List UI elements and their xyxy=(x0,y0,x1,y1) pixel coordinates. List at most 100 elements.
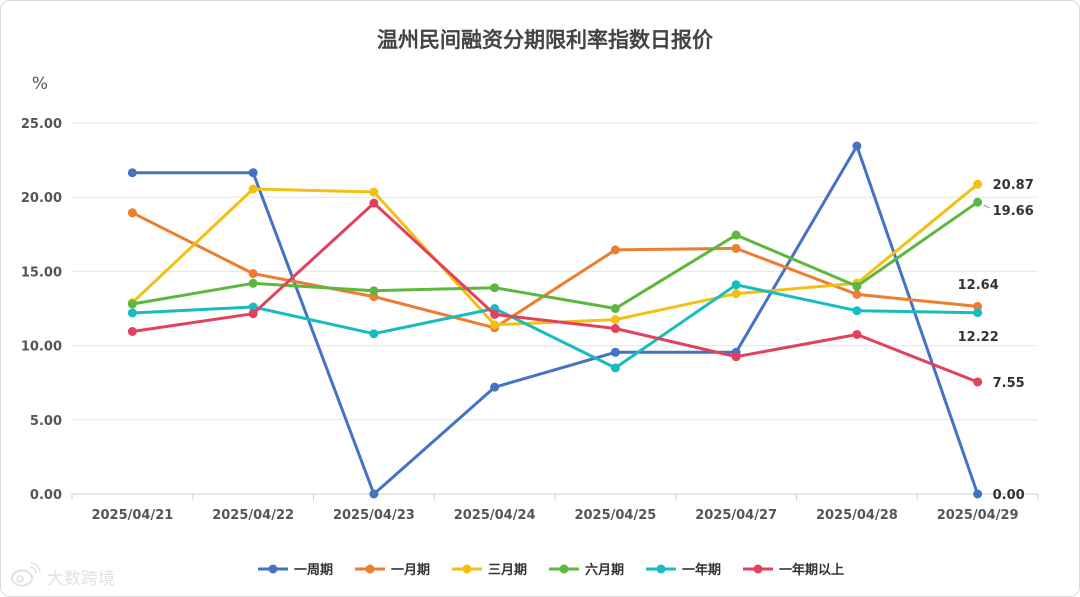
legend-label: 一月期 xyxy=(391,563,430,578)
y-axis-unit: % xyxy=(32,74,48,94)
series-line xyxy=(130,201,980,384)
series-line xyxy=(130,144,980,496)
data-point xyxy=(127,208,137,218)
weibo-icon xyxy=(11,562,41,587)
data-point xyxy=(127,308,137,318)
x-tick-label: 2025/04/29 xyxy=(937,508,1019,523)
data-point xyxy=(248,302,258,312)
x-tick-label: 2025/04/24 xyxy=(454,508,536,523)
legend-label: 六月期 xyxy=(585,562,624,578)
data-point xyxy=(127,327,137,337)
data-point xyxy=(973,489,983,499)
legend-item: 一年期以上 xyxy=(743,562,844,578)
data-point xyxy=(973,179,983,189)
data-point xyxy=(248,184,258,194)
series-line xyxy=(130,200,980,310)
data-point xyxy=(731,289,741,299)
data-point xyxy=(610,245,620,255)
legend-item: 一年期 xyxy=(646,562,721,578)
data-point xyxy=(852,289,862,299)
y-tick-label: 0.00 xyxy=(30,488,62,503)
legend-item: 一月期 xyxy=(355,563,430,578)
series-line xyxy=(130,283,980,370)
y-tick-label: 10.00 xyxy=(21,340,62,355)
data-point xyxy=(369,198,379,208)
y-tick-label: 20.00 xyxy=(21,191,62,206)
series-line xyxy=(130,211,980,330)
x-tick-labels: 2025/04/21 2025/04/22 2025/04/23 2025/04/24… xyxy=(91,508,1018,523)
y-tick-label: 15.00 xyxy=(21,265,62,280)
x-tick-label: 2025/04/27 xyxy=(695,508,777,523)
data-point xyxy=(973,197,983,207)
data-point xyxy=(610,347,620,357)
data-label: 20.87 xyxy=(993,178,1034,193)
legend-swatch-dot xyxy=(559,564,569,574)
legend-swatch-dot xyxy=(462,564,472,574)
data-point xyxy=(369,187,379,197)
gridlines xyxy=(71,122,1039,500)
data-point xyxy=(127,168,137,178)
legend-label: 三月期 xyxy=(488,563,527,578)
y-tick-label: 5.00 xyxy=(30,414,62,429)
data-point xyxy=(490,309,500,319)
data-point xyxy=(852,141,862,151)
legend-item: 一周期 xyxy=(258,563,333,578)
watermark-text: 大数跨境 xyxy=(47,569,115,589)
data-point xyxy=(369,489,379,499)
data-point xyxy=(490,320,500,330)
data-point xyxy=(852,281,862,291)
data-point xyxy=(248,168,258,178)
legend-label: 一年期以上 xyxy=(779,562,844,578)
data-point xyxy=(731,230,741,240)
data-point xyxy=(852,329,862,339)
data-labels: 20.87 19.66 12.64 12.22 7.55 0.00 xyxy=(958,178,1034,503)
data-point xyxy=(610,304,620,313)
data-point xyxy=(973,308,983,318)
data-label: 0.00 xyxy=(993,488,1025,503)
legend-swatch-dot xyxy=(656,564,666,574)
data-point xyxy=(610,315,620,325)
data-label-leader xyxy=(983,204,990,209)
x-tick-label: 2025/04/22 xyxy=(212,508,294,523)
series-一年期以上 xyxy=(127,198,983,387)
data-point xyxy=(610,363,620,373)
y-tick-label: 25.00 xyxy=(21,117,62,132)
x-tick-label: 2025/04/21 xyxy=(91,508,173,523)
data-point xyxy=(852,306,862,316)
y-tick-labels: 0.00 5.00 10.00 15.00 20.00 25.00 xyxy=(21,117,62,503)
x-tick-label: 2025/04/28 xyxy=(816,508,898,523)
chart-title: 温州民间融资分期限利率指数日报价 xyxy=(377,28,714,52)
x-tick-label: 2025/04/23 xyxy=(333,508,415,523)
data-point xyxy=(973,301,983,311)
series-line xyxy=(130,182,980,327)
data-point xyxy=(731,352,741,362)
data-label: 19.66 xyxy=(993,204,1034,219)
data-point xyxy=(490,283,500,293)
legend-item: 六月期 xyxy=(549,562,624,578)
watermark: 大数跨境 xyxy=(11,562,115,589)
data-point xyxy=(248,269,258,279)
x-tick-label: 2025/04/25 xyxy=(574,508,656,523)
data-point xyxy=(731,243,741,253)
legend: 一周期 一月期 三月期 六月期 一年期 一年期以上 xyxy=(258,562,844,578)
data-point xyxy=(369,329,379,339)
legend-label: 一年期 xyxy=(682,562,721,578)
series-lines xyxy=(127,141,983,499)
data-label: 7.55 xyxy=(993,376,1025,391)
series-六月期 xyxy=(127,197,983,313)
legend-swatch-dot xyxy=(268,564,278,574)
data-point xyxy=(731,280,741,290)
data-point xyxy=(127,299,137,309)
legend-swatch-dot xyxy=(753,564,763,574)
data-point xyxy=(369,286,379,296)
legend-item: 三月期 xyxy=(452,563,527,578)
data-label: 12.22 xyxy=(958,330,999,345)
data-point xyxy=(248,278,258,288)
data-point xyxy=(973,377,983,387)
legend-label: 一周期 xyxy=(294,563,333,578)
data-label: 12.64 xyxy=(958,278,999,293)
data-point xyxy=(610,324,620,334)
data-point xyxy=(248,309,258,319)
legend-swatch-dot xyxy=(365,564,375,574)
